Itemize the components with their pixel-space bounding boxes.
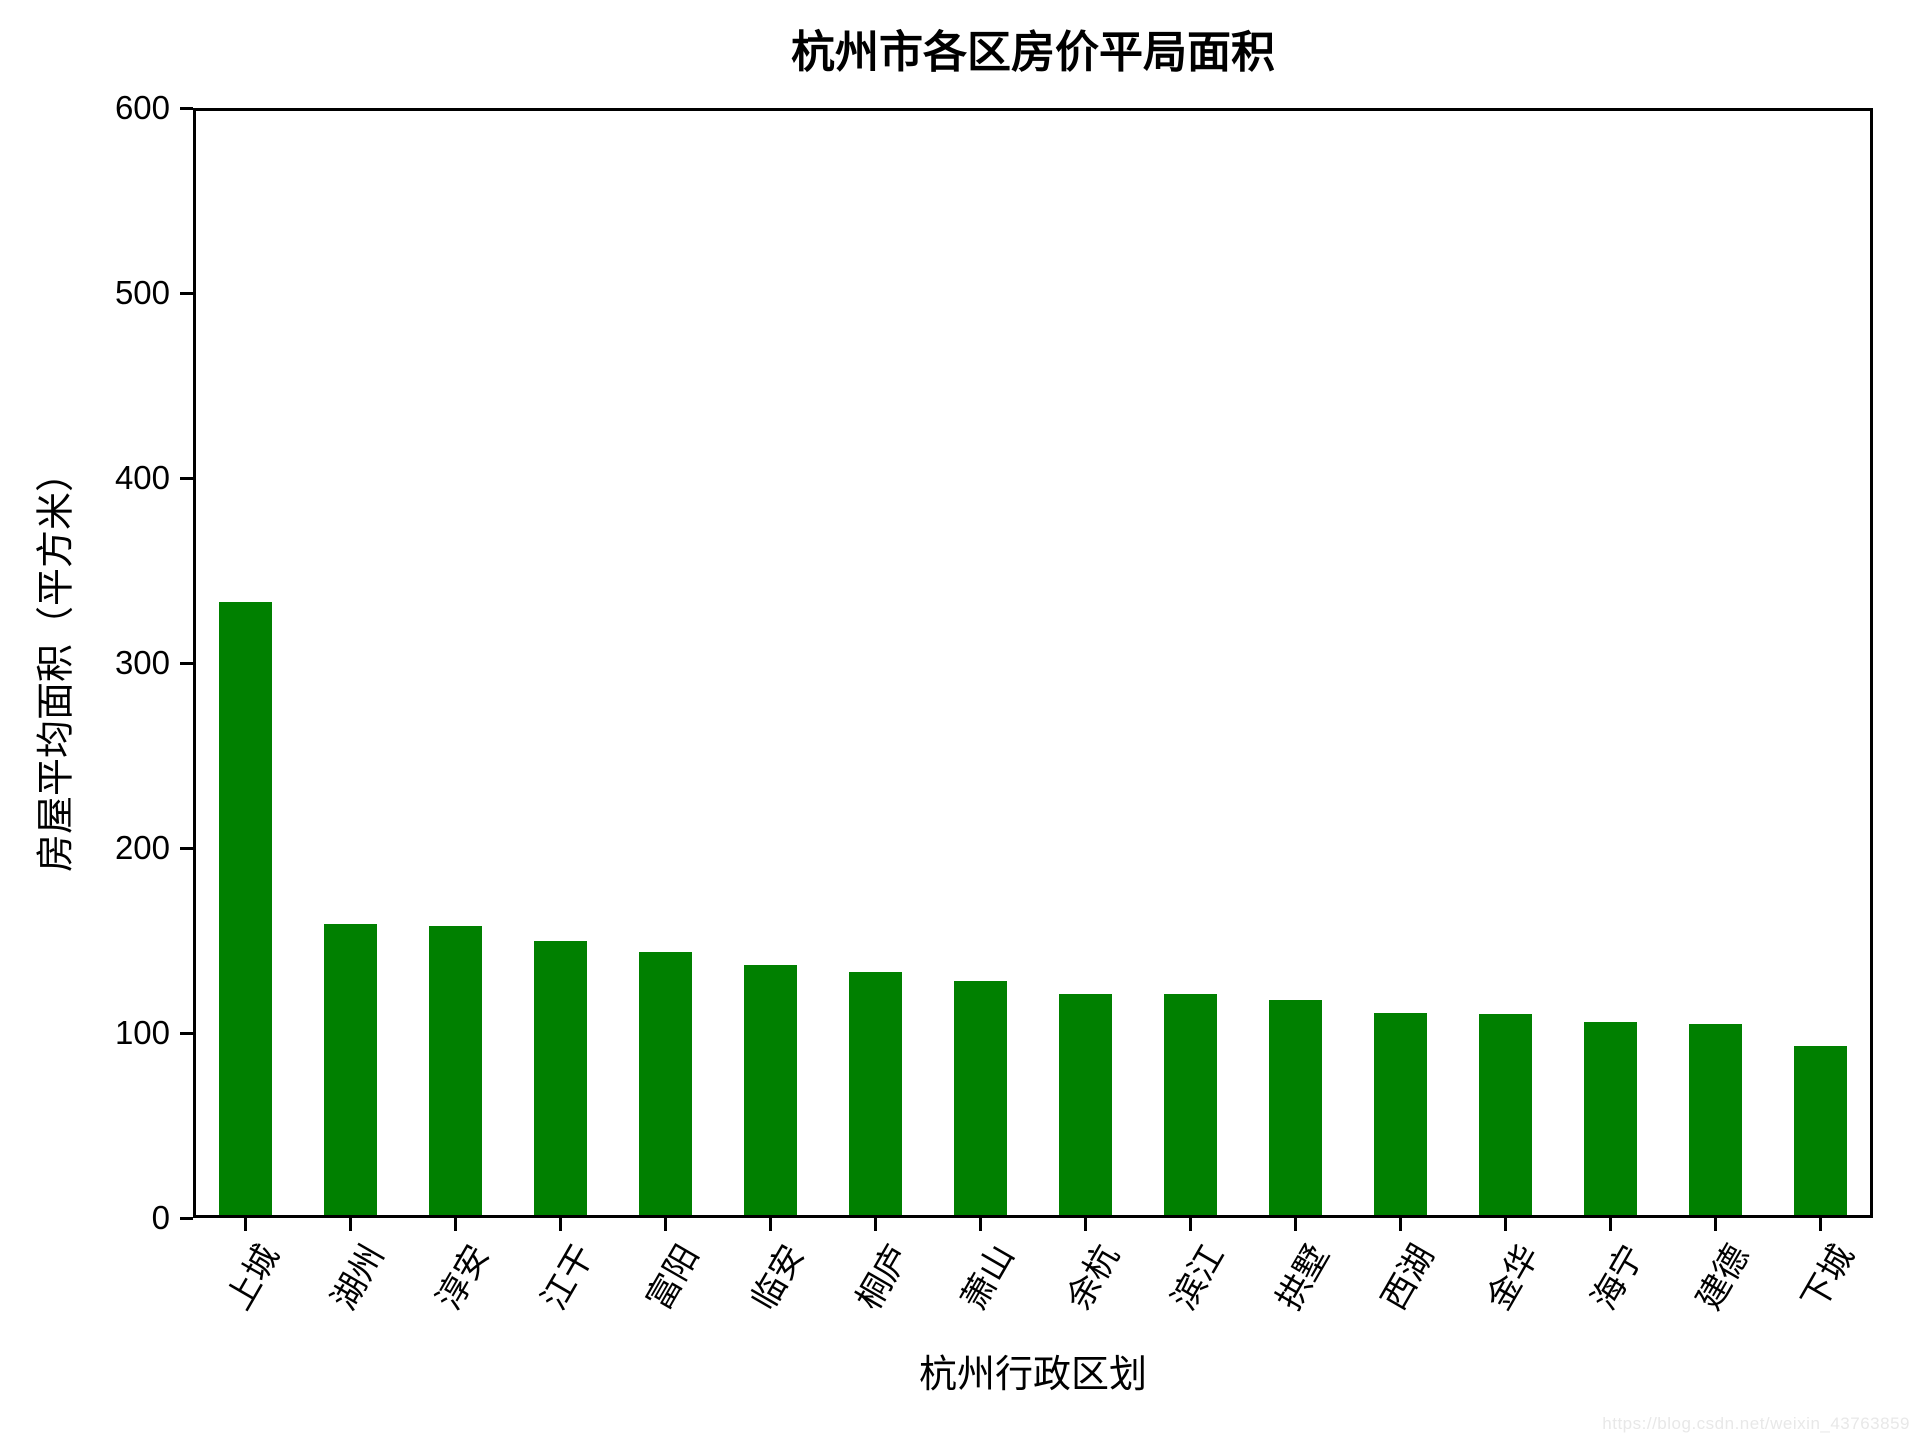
x-tick-label-余杭: 余杭 [1059, 1238, 1127, 1317]
x-axis-label: 杭州行政区划 [918, 1354, 1147, 1396]
x-tick-label-上城: 上城 [219, 1238, 287, 1317]
bar-拱墅 [1269, 999, 1322, 1215]
bar-桐庐 [849, 972, 902, 1215]
x-tick [454, 1218, 457, 1231]
bar-下城 [1794, 1045, 1847, 1215]
y-tick [180, 476, 193, 480]
x-tick-label-金华: 金华 [1479, 1238, 1547, 1317]
bar-萧山 [954, 981, 1007, 1215]
x-tick-label-临安: 临安 [744, 1238, 812, 1317]
y-tick [180, 291, 193, 295]
watermark-text: https://blog.csdn.net/weixin_43763859 [1602, 1414, 1910, 1433]
x-tick-label-拱墅: 拱墅 [1269, 1238, 1337, 1317]
x-tick-label-滨江: 滨江 [1164, 1238, 1232, 1317]
x-tick-label-江干: 江干 [534, 1238, 602, 1317]
x-tick [1504, 1218, 1507, 1231]
x-tick-label-西湖: 西湖 [1374, 1238, 1442, 1317]
x-tick [874, 1218, 877, 1231]
bar-余杭 [1059, 994, 1112, 1215]
bar-上城 [219, 602, 272, 1215]
x-tick [1189, 1218, 1192, 1231]
bar-金华 [1479, 1014, 1532, 1215]
bar-江干 [534, 940, 587, 1215]
bar-淳安 [429, 926, 482, 1215]
chart-title: 杭州市各区房价平局面积 [791, 28, 1275, 77]
y-tick [180, 846, 193, 850]
x-tick-label-萧山: 萧山 [954, 1238, 1022, 1317]
x-tick-label-建德: 建德 [1689, 1238, 1757, 1317]
x-tick [349, 1218, 352, 1231]
x-tick [1714, 1218, 1717, 1231]
x-tick [1399, 1218, 1402, 1231]
y-tick-label-400: 400 [114, 459, 170, 496]
bar-西湖 [1374, 1012, 1427, 1215]
x-tick [559, 1218, 562, 1231]
y-tick-label-200: 200 [114, 829, 170, 866]
y-tick-label-100: 100 [114, 1014, 170, 1051]
x-tick-label-海宁: 海宁 [1584, 1238, 1652, 1317]
y-tick-label-500: 500 [114, 274, 170, 311]
bar-海宁 [1584, 1021, 1637, 1215]
bar-湖州 [324, 924, 377, 1215]
x-tick [1819, 1218, 1822, 1231]
x-tick [1609, 1218, 1612, 1231]
bar-临安 [744, 964, 797, 1215]
y-tick-label-0: 0 [151, 1199, 170, 1236]
x-tick [769, 1218, 772, 1231]
plot-area [193, 108, 1873, 1218]
x-tick [1084, 1218, 1087, 1231]
x-tick-label-淳安: 淳安 [429, 1238, 497, 1317]
x-tick-label-下城: 下城 [1794, 1238, 1862, 1317]
x-tick-label-桐庐: 桐庐 [849, 1238, 917, 1317]
bar-滨江 [1164, 994, 1217, 1215]
y-tick [180, 1216, 193, 1220]
x-tick-label-富阳: 富阳 [639, 1238, 707, 1317]
bar-建德 [1689, 1023, 1742, 1215]
y-tick-label-300: 300 [114, 644, 170, 681]
x-tick [244, 1218, 247, 1231]
y-tick [180, 661, 193, 665]
x-tick [1294, 1218, 1297, 1231]
bar-富阳 [639, 951, 692, 1215]
y-tick [180, 1031, 193, 1035]
y-axis-label: 房屋平均面积（平方米） [35, 453, 78, 873]
y-tick-label-600: 600 [114, 89, 170, 126]
x-tick-label-湖州: 湖州 [324, 1238, 392, 1317]
x-tick [664, 1218, 667, 1231]
y-tick [180, 106, 193, 110]
x-tick [979, 1218, 982, 1231]
